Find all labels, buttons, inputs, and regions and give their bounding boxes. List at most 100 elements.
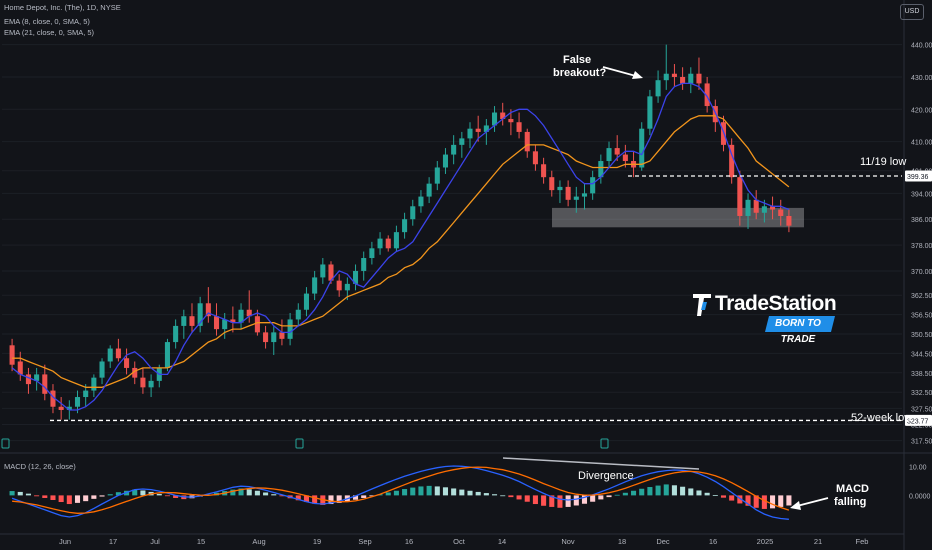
y-tick-label: 430.00 — [911, 75, 932, 82]
y-tick-label: 386.00 — [911, 217, 932, 224]
macd-histogram-bar — [271, 494, 277, 496]
macd-histogram-bar — [9, 491, 15, 496]
divergence-line — [502, 457, 700, 470]
x-tick-label: Sep — [358, 537, 371, 546]
macd-histogram-bar — [66, 495, 72, 505]
macd-histogram-bar — [451, 488, 457, 496]
candle-body — [508, 118, 514, 123]
macd-histogram-bar — [631, 490, 637, 496]
chart-title: Home Depot, Inc. (The), 1D, NYSE — [4, 3, 121, 12]
macd-histogram-bar — [500, 495, 506, 497]
macd-histogram-bar — [132, 489, 138, 496]
candle-body — [639, 128, 645, 168]
macd-histogram-bar — [647, 487, 653, 496]
macd-histogram-bar — [508, 495, 514, 498]
earnings-marker-icon[interactable] — [1, 438, 10, 449]
x-tick-label: 2025 — [757, 537, 774, 546]
candle-body — [778, 209, 784, 216]
candle-body — [745, 199, 751, 216]
macd-legend[interactable]: MACD (12, 26, close) — [4, 462, 76, 471]
candle-body — [107, 348, 113, 362]
candle-body — [434, 167, 440, 184]
earnings-marker-icon[interactable] — [600, 438, 609, 449]
macd-histogram-bar — [639, 488, 645, 496]
macd-histogram-bar — [720, 495, 727, 498]
candle-body — [181, 316, 187, 326]
macd-histogram-bar — [761, 495, 767, 509]
candle-body — [549, 177, 555, 191]
candle-body — [263, 332, 269, 343]
macd-histogram-bar — [745, 495, 751, 506]
macd-histogram-bar — [729, 495, 735, 501]
macd-histogram-bar — [91, 495, 97, 499]
ema8-legend[interactable]: EMA (8, close, 0, SMA, 5) — [4, 17, 90, 26]
macd-histogram-bar — [467, 490, 473, 496]
macd-histogram-bar — [492, 494, 498, 496]
macd-histogram-bar — [50, 495, 56, 500]
x-tick-label: Feb — [856, 537, 869, 546]
macd-histogram-bar — [246, 489, 252, 496]
candle-body — [606, 148, 612, 162]
macd-histogram-bar — [393, 490, 399, 496]
macd-histogram-bar — [532, 495, 538, 505]
macd-histogram-bar — [557, 495, 563, 508]
candle-body — [467, 128, 473, 139]
macd-line — [11, 465, 789, 520]
ema21-line — [12, 115, 790, 388]
logo-wordmark: TradeStation — [715, 292, 837, 315]
macd-histogram-bar — [410, 487, 416, 496]
level-lines — [50, 175, 902, 422]
macd-histogram-bar — [614, 494, 620, 496]
macd-histogram-bar — [786, 495, 792, 506]
macd-histogram-bar — [541, 495, 547, 506]
y-tick-label: 420.00 — [911, 107, 932, 114]
macd-histogram-bar — [671, 485, 677, 496]
tradestation-logo: TradeStation BORN TO TRADE — [693, 292, 838, 345]
candle-body — [688, 73, 694, 84]
false-breakout-label-2: breakout? — [553, 67, 606, 79]
low-1119-label: 11/19 low — [860, 156, 906, 168]
macd-histogram-bar — [385, 492, 391, 496]
x-tick-label: 19 — [313, 537, 321, 546]
macd-histogram-bar — [99, 495, 105, 497]
macd-histogram-bar — [328, 495, 334, 505]
macd-histogram-bar — [581, 495, 588, 504]
macd-falling-arrow — [790, 497, 829, 510]
earnings-marker-icon[interactable] — [295, 438, 304, 449]
candle-body — [524, 131, 530, 152]
x-tick-label: Jun — [59, 537, 71, 546]
axes: 440.00430.00420.00410.00401.00394.00386.… — [59, 43, 932, 546]
candle-body — [786, 215, 792, 226]
candle-body — [344, 283, 350, 291]
y-tick-label: 327.50 — [911, 406, 932, 413]
macd-histogram-bar — [336, 495, 342, 503]
currency-button[interactable]: USD — [900, 4, 924, 20]
candle-body — [737, 177, 743, 216]
candle-body — [590, 177, 596, 194]
candle-body — [140, 377, 146, 388]
x-tick-label: Oct — [453, 537, 466, 546]
candle-body — [532, 151, 538, 165]
signal-line — [12, 466, 790, 514]
macd-histogram-bar — [696, 490, 702, 496]
y-tick-label: 322.50 — [911, 423, 932, 430]
macd-histogram-bar — [74, 495, 81, 503]
candle-body — [213, 316, 220, 330]
macd-histogram-bar — [565, 495, 571, 507]
macd-histogram-bar — [263, 492, 269, 496]
candle-body — [385, 238, 391, 249]
candle-body — [50, 390, 56, 407]
macd-histogram-bar — [254, 490, 260, 496]
candles — [9, 44, 792, 420]
macd-falling-label-1: MACD — [836, 483, 869, 495]
macd-histogram-bar — [279, 495, 285, 497]
macd-histogram-bar — [704, 492, 710, 496]
ema21-legend[interactable]: EMA (21, close, 0, SMA, 5) — [4, 28, 95, 37]
candle-body — [647, 96, 653, 129]
candle-body — [303, 293, 309, 310]
macd-histogram-bar — [516, 495, 522, 500]
price-badge — [905, 170, 932, 182]
candle-body — [361, 258, 367, 271]
